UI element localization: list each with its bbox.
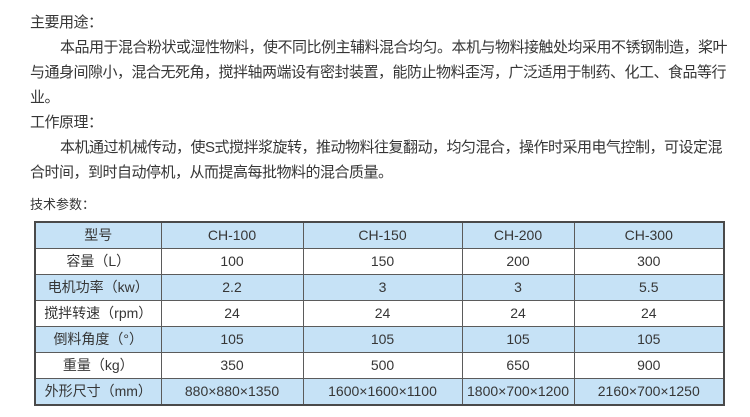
table-cell: 24 (573, 300, 725, 327)
table-cell: 3 (302, 274, 463, 301)
specs-table: 型号 CH-100 CH-150 CH-200 CH-300 容量（L） 100… (34, 221, 725, 406)
specs-row-mixing-speed: 搅拌转速（rpm） 24 24 24 24 (34, 300, 725, 327)
table-cell: 105 (461, 326, 575, 353)
specs-row-dimensions: 外形尺寸（mm） 880×880×1350 1600×1600×1100 180… (34, 378, 725, 406)
specs-row-weight: 重量（kg） 350 500 650 900 (34, 352, 725, 379)
table-cell: 200 (461, 248, 575, 275)
table-cell: 105 (573, 326, 725, 353)
specs-row-capacity: 容量（L） 100 150 200 300 (34, 248, 725, 275)
working-principle-paragraph: 本机通过机械传动，使S式搅拌浆旋转，推动物料往复翻动，均匀混合，操作时采用电气控… (30, 139, 723, 181)
row-label: 重量（kg） (34, 352, 162, 379)
section-heading-working-principle: 工作原理： (30, 114, 103, 131)
specs-row-dump-angle: 倒料角度（°） 105 105 105 105 (34, 326, 725, 353)
table-cell: 105 (160, 326, 304, 353)
product-description-page: 主要用途： 本品用于混合粉状或湿性物料，使不同比例主辅料混合均匀。本机与物料接触… (30, 14, 728, 406)
table-cell: 3 (461, 274, 575, 301)
row-label: 搅拌转速（rpm） (34, 300, 162, 327)
header-cell-ch200: CH-200 (461, 221, 575, 249)
row-label: 容量（L） (34, 248, 162, 275)
table-cell: 500 (302, 352, 463, 379)
table-cell: 350 (160, 352, 304, 379)
table-cell: 100 (160, 248, 304, 275)
specs-table-label: 技术参数： (30, 197, 96, 212)
table-cell: 2160×700×1250 (573, 378, 725, 406)
header-cell-ch150: CH-150 (302, 221, 463, 249)
table-cell: 24 (302, 300, 463, 327)
specs-row-motor-power: 电机功率（kw） 2.2 3 3 5.5 (34, 274, 725, 301)
table-cell: 2.2 (160, 274, 304, 301)
specs-header-row: 型号 CH-100 CH-150 CH-200 CH-300 (34, 221, 725, 249)
table-cell: 150 (302, 248, 463, 275)
table-cell: 900 (573, 352, 725, 379)
row-label: 电机功率（kw） (34, 274, 162, 301)
table-cell: 24 (461, 300, 575, 327)
table-cell: 24 (160, 300, 304, 327)
table-cell: 1800×700×1200 (461, 378, 575, 406)
header-cell-ch300: CH-300 (573, 221, 725, 249)
main-use-paragraph: 本品用于混合粉状或湿性物料，使不同比例主辅料混合均匀。本机与物料接触处均采用不锈… (30, 39, 728, 106)
table-cell: 5.5 (573, 274, 725, 301)
table-cell: 105 (302, 326, 463, 353)
row-label: 倒料角度（°） (34, 326, 162, 353)
table-cell: 650 (461, 352, 575, 379)
header-cell-ch100: CH-100 (160, 221, 304, 249)
table-cell: 300 (573, 248, 725, 275)
header-cell-model: 型号 (34, 221, 162, 249)
row-label: 外形尺寸（mm） (34, 378, 162, 406)
table-cell: 1600×1600×1100 (302, 378, 463, 406)
table-cell: 880×880×1350 (160, 378, 304, 406)
section-heading-main-use: 主要用途： (30, 14, 103, 31)
